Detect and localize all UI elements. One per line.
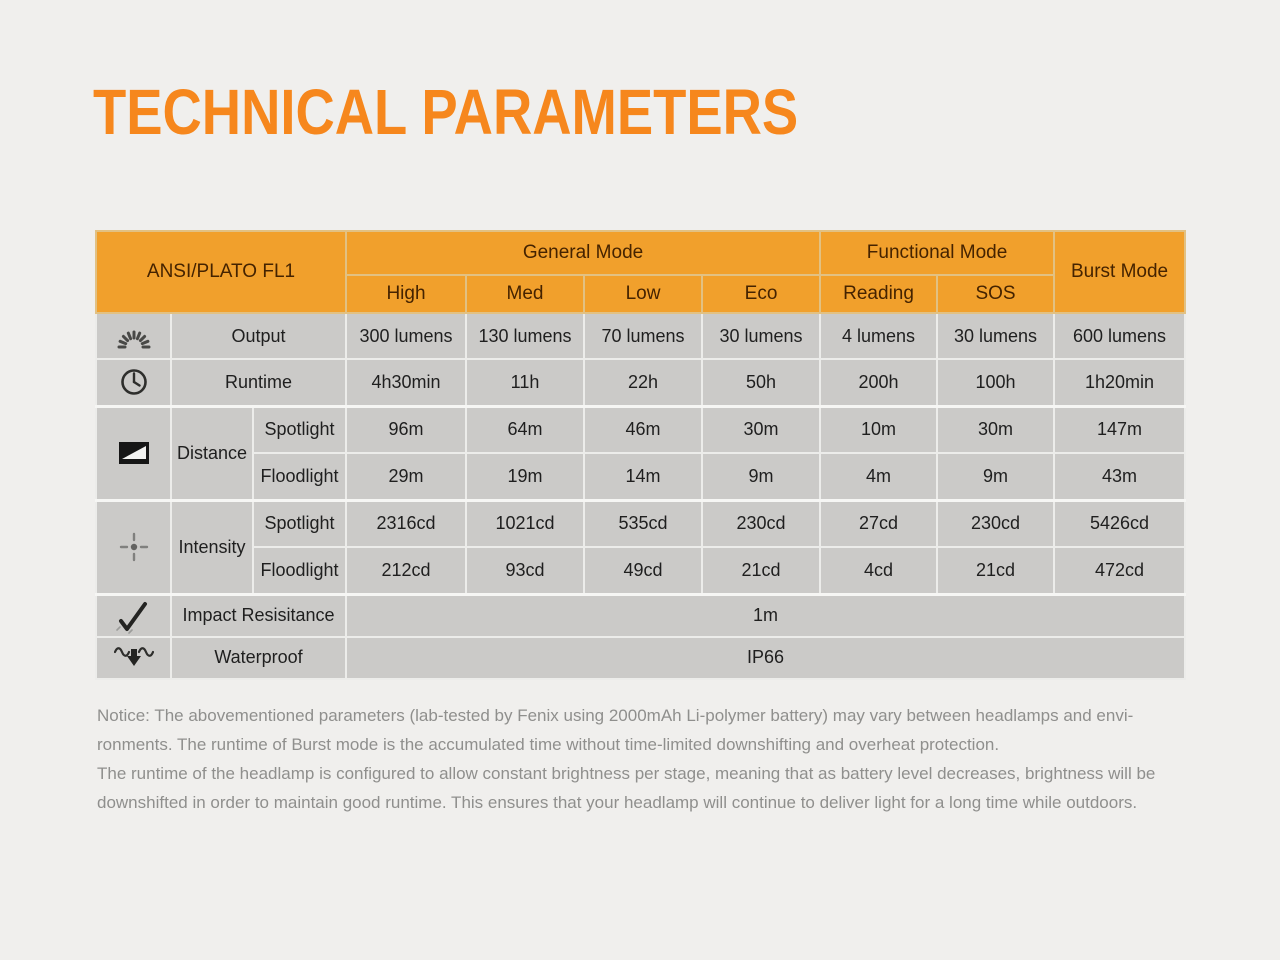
table-cell: 600 lumens [1053,312,1187,360]
table-cell: 4cd [819,546,939,595]
row-label-waterproof: Waterproof [170,635,347,680]
row-label-impact-resistance: Impact Resisitance [170,592,347,638]
table-cell: 22h [583,358,703,407]
table-cell: 300 lumens [345,312,467,360]
table-cell: 4 lumens [819,312,939,360]
notice-line: ronments. The runtime of Burst mode is t… [97,735,1000,754]
group-header-general-mode: General Mode [344,230,822,276]
notice-text: Notice: The abovementioned parameters (l… [97,701,1187,817]
output-icon-cell [95,312,172,360]
group-header-functional-mode: Functional Mode [819,230,1056,276]
corner-label: ANSI/PLATO FL1 [95,230,347,314]
table-cell: 49cd [583,546,703,595]
table-cell: 21cd [700,546,822,595]
sub-label-floodlight: Floodlight [252,452,347,501]
page-title: TECHNICAL PARAMETERS [93,76,799,148]
row-label-runtime: Runtime [170,358,347,407]
table-cell: 9m [700,452,822,501]
spec-table: ANSI/PLATO FL1 General Mode Functional M… [95,230,1187,680]
table-cell: 29m [345,452,467,501]
table-cell: 535cd [583,498,703,548]
waterproof-icon-cell [95,635,172,680]
table-cell: 200h [819,358,939,407]
table-cell: 100h [936,358,1056,407]
row-label-output: Output [170,312,347,360]
table-cell: 10m [819,404,939,454]
table-cell: 30m [700,404,822,454]
table-cell: 64m [465,404,585,454]
row-label-intensity: Intensity [170,498,254,595]
column-header-sos: SOS [936,274,1056,314]
column-header-burst-mode: Burst Mode [1053,230,1187,314]
impact-resistance-value: 1m [344,592,1187,638]
table-cell: 4m [819,452,939,501]
hammer-icon [115,601,147,634]
column-header-low: Low [583,274,703,314]
table-cell: 27cd [819,498,939,548]
table-cell: 5426cd [1053,498,1187,548]
table-cell: 472cd [1053,546,1187,595]
table-cell: 19m [465,452,585,501]
table-cell: 46m [583,404,703,454]
notice-line: The runtime of the headlamp is configure… [97,764,1156,783]
table-cell: 212cd [345,546,467,595]
table-cell: 30 lumens [700,312,822,360]
impact-icon-cell [95,592,172,638]
table-cell: 230cd [700,498,822,548]
table-cell: 43m [1053,452,1187,501]
beam-icon [118,442,149,464]
sub-label-spotlight: Spotlight [252,498,347,548]
table-cell: 4h30min [345,358,467,407]
table-cell: 230cd [936,498,1056,548]
waterproof-value: IP66 [344,635,1187,680]
table-cell: 130 lumens [465,312,585,360]
runtime-icon-cell [95,358,172,407]
table-cell: 50h [700,358,822,407]
sub-label-spotlight: Spotlight [252,404,347,454]
table-cell: 96m [345,404,467,454]
column-header-reading: Reading [819,274,939,314]
table-cell: 9m [936,452,1056,501]
water-drop-icon [113,646,154,666]
table-cell: 93cd [465,546,585,595]
row-label-distance: Distance [170,404,254,501]
table-cell: 1021cd [465,498,585,548]
table-cell: 1h20min [1053,358,1187,407]
brightness-icon [117,330,150,349]
notice-line: downshifted in order to maintain good ru… [97,793,1138,812]
table-cell: 21cd [936,546,1056,595]
distance-icon-cell [95,404,172,501]
sub-label-floodlight: Floodlight [252,546,347,595]
clock-icon [120,369,147,396]
column-header-high: High [345,274,467,314]
table-cell: 147m [1053,404,1187,454]
column-header-eco: Eco [700,274,822,314]
notice-line: Notice: The abovementioned parameters (l… [97,706,1134,725]
table-cell: 70 lumens [583,312,703,360]
intensity-icon-cell [95,498,172,595]
table-cell: 2316cd [345,498,467,548]
crosshair-icon [119,532,148,562]
table-cell: 11h [465,358,585,407]
column-header-med: Med [465,274,585,314]
table-cell: 30m [936,404,1056,454]
table-cell: 14m [583,452,703,501]
table-cell: 30 lumens [936,312,1056,360]
